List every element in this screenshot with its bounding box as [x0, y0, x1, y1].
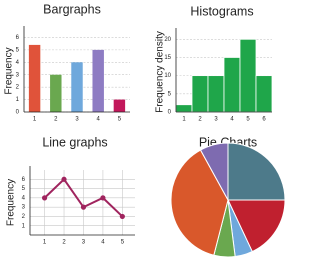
bar [50, 74, 62, 112]
x-tick-label: 5 [121, 240, 125, 246]
x-tick-label: 5 [118, 117, 122, 123]
y-tick-label: 5 [168, 91, 172, 97]
bar [92, 49, 104, 112]
y-tick-label: 15 [164, 55, 171, 61]
y-tick-label: 4 [22, 195, 26, 201]
y-tick-label: 1 [16, 97, 20, 103]
x-tick-label: 6 [262, 117, 266, 123]
x-tick-label: 5 [246, 117, 250, 123]
x-tick-label: 3 [82, 240, 86, 246]
x-tick-label: 1 [43, 240, 47, 246]
bar [28, 44, 41, 113]
pie-slice [170, 149, 229, 256]
x-tick-label: 2 [198, 117, 202, 123]
x-tick-label: 3 [75, 117, 79, 123]
x-tick-label: 2 [62, 240, 66, 246]
y-tick-label: 3 [16, 72, 20, 78]
x-tick-label: 3 [214, 117, 218, 123]
histogram-bar [175, 104, 193, 113]
y-axis-label: Frequency density [155, 31, 166, 113]
y-tick-label: 5 [22, 186, 26, 192]
y-tick-label: 5 [16, 47, 20, 53]
chart-title: Line graphs [42, 135, 107, 149]
x-tick-label: 4 [101, 240, 105, 246]
chart-title: Bargraphs [43, 2, 101, 16]
pie-slice [199, 142, 229, 201]
x-tick-label: 1 [182, 117, 186, 123]
chart-title: Histograms [190, 4, 253, 18]
y-tick-label: 6 [22, 177, 26, 183]
point [119, 213, 125, 220]
bar [71, 62, 83, 112]
histogram-bar [223, 57, 241, 113]
y-tick-label: 2 [16, 85, 20, 91]
y-axis-label: Frequency [4, 47, 15, 94]
point [41, 195, 48, 201]
y-tick-label: 1 [22, 223, 26, 229]
x-tick-label: 1 [33, 117, 37, 123]
y-tick-label: 3 [22, 205, 26, 211]
x-tick-label: 4 [230, 117, 234, 123]
histogram-bar [191, 75, 209, 113]
x-tick-label: 4 [97, 117, 101, 123]
pie-slice [227, 142, 286, 201]
point [61, 176, 67, 182]
y-tick-label: 2 [22, 214, 26, 220]
histogram-bar [239, 38, 257, 113]
pie-slice [227, 199, 286, 253]
histogram-bar [255, 75, 273, 113]
point [80, 204, 87, 210]
y-tick-label: 10 [164, 73, 171, 79]
y-tick-label: 20 [164, 37, 171, 43]
bar [113, 99, 126, 112]
y-tick-label: 6 [16, 35, 20, 41]
y-tick-label: 0 [168, 110, 172, 116]
y-tick-label: 4 [16, 60, 20, 66]
histogram-bar [207, 75, 225, 113]
y-axis-label: Frequency [6, 179, 17, 226]
y-tick-label: 0 [16, 110, 20, 116]
point [100, 195, 106, 201]
x-tick-label: 2 [54, 117, 58, 123]
